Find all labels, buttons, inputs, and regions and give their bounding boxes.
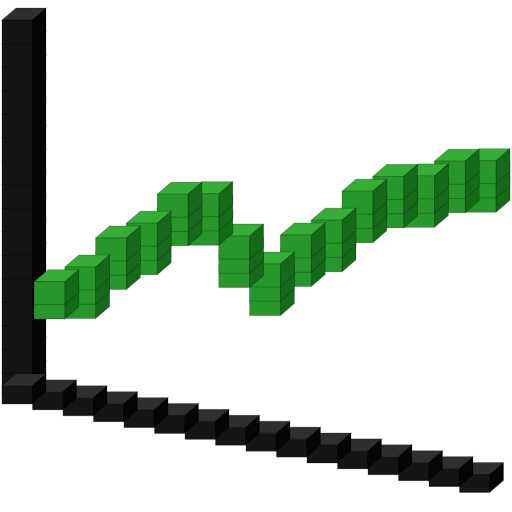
voxel-front-face [218, 235, 251, 260]
voxel-front-face [1, 137, 33, 162]
voxel-front-face [1, 66, 33, 92]
voxel-front-face [1, 19, 33, 45]
y-axis-cube [0, 7, 48, 45]
voxel-front-face [1, 90, 33, 115]
voxel-front-face [1, 348, 33, 374]
series-point-cube [32, 268, 80, 306]
voxel-front-face [1, 207, 33, 233]
data-series-line [32, 147, 512, 320]
voxel-front-face [1, 113, 33, 139]
voxel-front-face [1, 278, 33, 303]
voxel-front-face [1, 231, 33, 256]
y-axis [0, 7, 48, 398]
voxel-front-face [1, 184, 33, 209]
series-point-cube [340, 178, 388, 216]
voxel-front-face [1, 254, 33, 280]
voxel-front-face [1, 160, 33, 186]
voxel-front-face [1, 385, 33, 405]
x-axis [0, 373, 505, 494]
voxel-front-face [1, 43, 33, 68]
voxel-front-face [1, 325, 33, 350]
voxel-front-face [1, 301, 33, 327]
x-axis-cube [0, 373, 48, 405]
voxel-front-face [33, 281, 66, 306]
